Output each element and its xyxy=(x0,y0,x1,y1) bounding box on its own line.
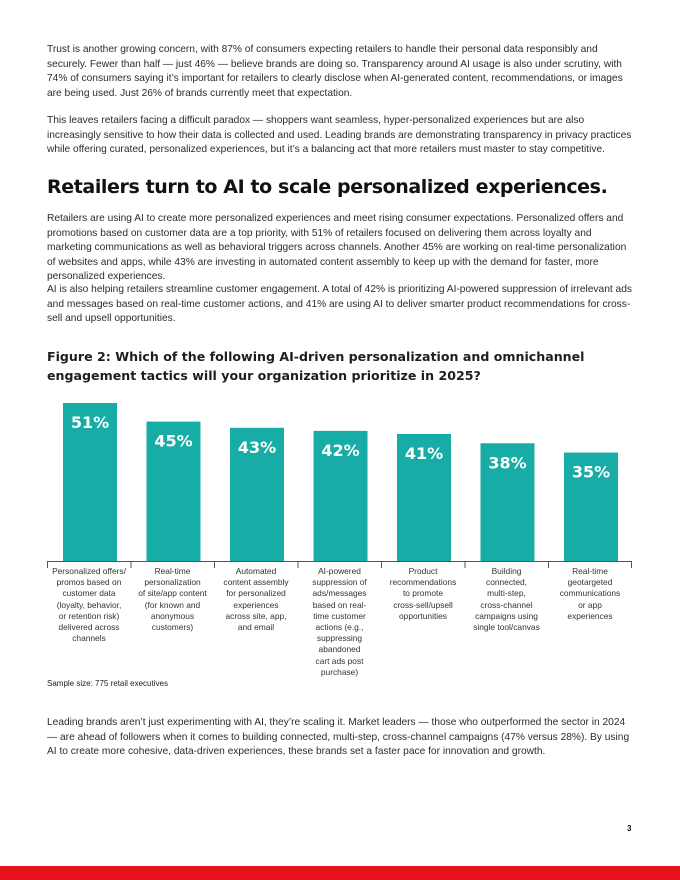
section-heading: Retailers turn to AI to scale personaliz… xyxy=(47,176,608,198)
bar-3 xyxy=(230,427,284,561)
category-label-4: AI-powered suppression of ads/messages b… xyxy=(312,566,367,677)
bar-value-label-1: 51% xyxy=(71,413,109,432)
bar-7 xyxy=(564,452,618,561)
bar-chart: 51% 45% 43% 42% 41% 38% 35% xyxy=(47,403,632,568)
bar-value-label-5: 41% xyxy=(405,444,443,463)
body-paragraph-engagement: AI is also helping retailers streamline … xyxy=(47,284,632,325)
bar-5 xyxy=(397,433,451,561)
bar-6 xyxy=(480,443,535,561)
sample-size-note: Sample size: 775 retail executives xyxy=(47,679,168,688)
body-paragraph-personalization: Retailers are using AI to create more pe… xyxy=(47,213,627,283)
bar-value-label-7: 35% xyxy=(572,463,610,482)
bar-value-label-4: 42% xyxy=(321,441,359,460)
category-labels: Personalized offers/ promos based on cus… xyxy=(47,566,632,686)
category-label-5: Product recommendations to promote cross… xyxy=(389,566,457,621)
bar-2 xyxy=(146,421,201,561)
intro-paragraph-trust: Trust is another growing concern, with 8… xyxy=(47,44,623,99)
category-label-6: Building connected, multi-step, cross-ch… xyxy=(473,566,540,633)
bar-value-label-2: 45% xyxy=(154,432,192,451)
bar-value-label-6: 38% xyxy=(488,453,526,472)
category-label-1: Personalized offers/ promos based on cus… xyxy=(52,566,126,644)
footer-accent-bar xyxy=(0,866,680,880)
bar-1 xyxy=(63,403,117,561)
category-label-2: Real-time personalization of site/app co… xyxy=(138,566,207,633)
category-label-7: Real-time geotargeted communications or … xyxy=(559,566,621,621)
figure-title: Figure 2: Which of the following AI-driv… xyxy=(47,349,585,383)
bar-value-label-3: 43% xyxy=(238,438,276,457)
bar-4 xyxy=(313,430,368,561)
body-paragraph-leaders: Leading brands aren’t just experimenting… xyxy=(47,717,630,758)
category-label-3: Automated content assembly for personali… xyxy=(223,566,289,633)
intro-paragraph-paradox: This leaves retailers facing a difficult… xyxy=(47,115,632,156)
page-number: 3 xyxy=(627,824,632,833)
